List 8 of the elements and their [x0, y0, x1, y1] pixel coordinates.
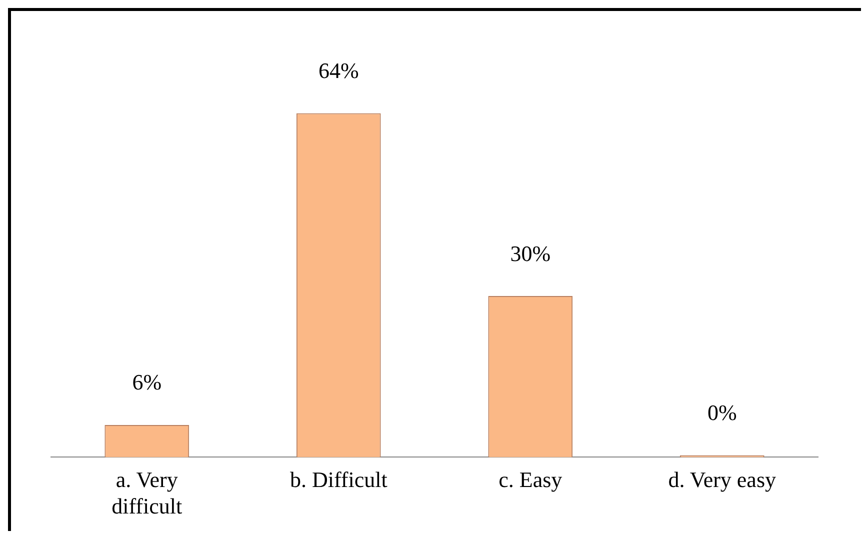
x-tick-label: c. Easy — [498, 467, 562, 492]
data-label: 30% — [510, 240, 551, 266]
data-label: 64% — [318, 58, 359, 84]
data-label: 6% — [132, 370, 162, 395]
x-tick-label: a. Very difficult — [112, 467, 182, 519]
x-tick-label: d. Very easy — [668, 467, 776, 492]
data-label: 0% — [707, 400, 737, 425]
x-tick-label: b. Difficult — [290, 467, 388, 492]
